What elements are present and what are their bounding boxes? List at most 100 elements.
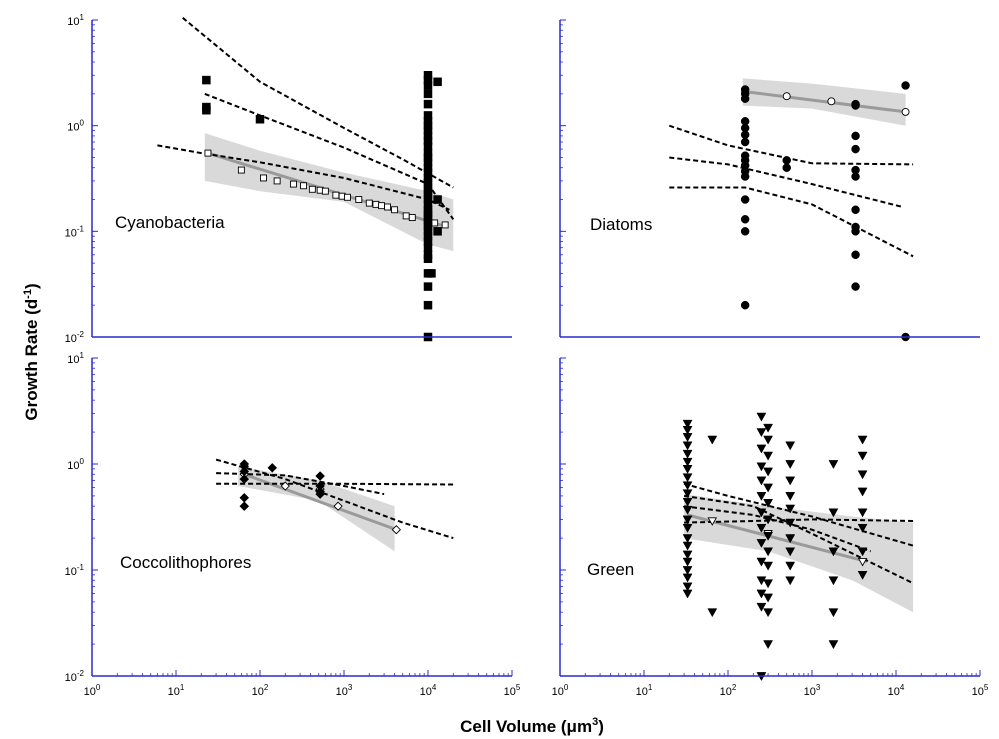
observed-point [782,156,791,165]
observed-point [423,254,433,264]
y-axis-title-close: ) [22,283,41,289]
predicted-point [857,557,868,567]
observed-point [239,501,250,512]
dashed-line [683,494,914,585]
observed-point [682,566,693,576]
x-tick-label: 105 [972,683,989,698]
x-tick-exp: 0 [564,683,569,692]
observed-point [682,589,693,599]
observed-point [315,471,325,481]
observed-point [423,243,433,252]
predicted-point [332,191,340,199]
dashed-line [684,518,914,524]
observed-point [785,561,796,571]
observed-point [828,508,839,518]
y-tick-label: 10-1 [65,224,85,239]
observed-point [785,441,796,451]
panel-diatoms: Diatoms [559,19,980,342]
observed-point [423,282,433,291]
observed-point [682,573,693,583]
observed-point [857,571,868,580]
observed-point [851,101,860,110]
y-tick-base: 10 [65,672,77,684]
x-tick-exp: 1 [180,683,185,692]
predicted-point [391,206,399,214]
observed-point [756,444,767,454]
x-tick-base: 10 [636,686,648,698]
observed-point [756,539,767,548]
x-axis-title-close: ) [598,717,604,736]
observed-point [740,227,750,236]
observed-point [763,547,774,557]
observed-point [740,172,750,181]
observed-point [682,449,693,459]
observed-point [763,467,774,477]
y-tick-base: 10 [67,460,79,472]
x-tick-exp: 5 [516,683,521,692]
observed-point [740,195,750,204]
observed-point [740,300,750,310]
observed-point [682,489,693,499]
observed-point [857,487,868,497]
y-tick-exp: 0 [80,457,85,466]
dashed-line [668,124,914,166]
observed-point [763,483,774,493]
predicted-point [280,481,290,491]
y-tick-base: 10 [67,122,79,134]
observed-point [857,523,868,533]
predicted-point [273,177,281,185]
observed-point [756,576,767,586]
x-tick-label: 101 [636,683,653,698]
observed-point [756,428,767,438]
x-tick-base: 10 [720,686,732,698]
observed-point [423,89,433,99]
x-tick-exp: 3 [816,683,821,692]
y-tick-exp: -2 [77,330,85,339]
panel-label-coccolithophores: Coccolithophores [120,553,251,572]
observed-point [782,163,791,172]
x-tick-label: 100 [84,683,101,698]
observed-point [756,508,767,518]
observed-point [785,460,796,470]
predicted-point [300,182,308,190]
x-tick-label: 101 [168,683,185,698]
predicted-point [431,219,439,227]
y-tick-base: 10 [65,333,77,345]
y-tick-label: 101 [67,351,84,366]
dashed-line [216,472,385,496]
x-tick-base: 10 [168,686,180,698]
observed-point [828,460,839,470]
observed-point [682,505,693,515]
observed-point [763,593,774,603]
observed-point [740,130,750,140]
observed-point [851,205,860,215]
observed-point [423,300,433,310]
x-axis-title-unit: μm [567,717,593,736]
x-axis-title-main: Cell Volume ( [460,717,567,736]
observed-point [851,227,860,236]
observed-point [682,534,693,544]
observed-point [682,515,693,525]
panel-label-cyanobacteria: Cyanobacteria [115,213,225,232]
y-axis-title-sup: -1 [22,289,34,299]
x-tick-exp: 4 [432,683,437,692]
observed-point [785,534,796,544]
observed-point [857,451,868,461]
observed-point [239,474,250,484]
observed-point [267,462,278,473]
observed-point [857,435,868,445]
observed-point [433,227,442,236]
predicted-point [260,174,267,182]
observed-point [828,640,839,650]
panel-label-diatoms: Diatoms [590,215,652,234]
y-tick-label: 10-1 [65,563,85,578]
observed-point [255,115,265,124]
predicted-point [827,97,836,106]
observed-point [682,433,693,442]
y-tick-exp: 0 [80,119,85,128]
x-tick-label: 102 [252,683,269,698]
observed-point [682,497,693,507]
panel-label-green: Green [587,560,634,579]
